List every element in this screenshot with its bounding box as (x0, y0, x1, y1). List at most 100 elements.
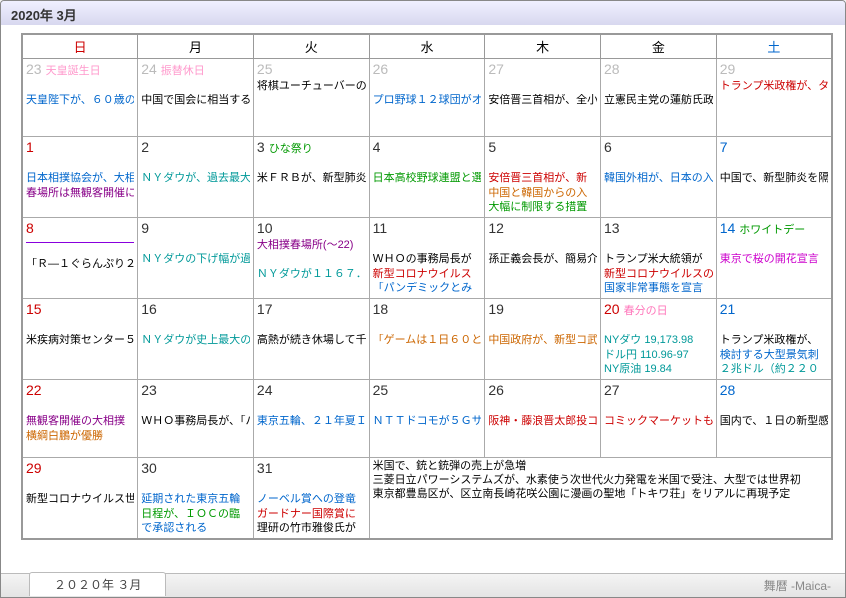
calendar-cell[interactable]: 24東京五輪、２１年夏ＩＯＣの安倍首相提 (253, 380, 369, 458)
event-text: 中国政府が、新型コ武漢市で、前日の新「ゼロ」だったと発 (488, 334, 597, 348)
calendar-cell[interactable]: 27コミックマーケットも夏の「コミックマー中止すると発表 (601, 380, 717, 458)
calendar-cell[interactable]: 25ＮＴＴドコモが５Ｇサービスを開始 (369, 380, 485, 458)
calendar-cell[interactable]: 27安倍晋三首相が、全小中学校と高校など一斉休校を求める異 (485, 59, 601, 137)
calendar-cell[interactable]: 20春分の日NYダウ 19,173.98ドル円 110.96-97NY原油 19… (601, 299, 717, 380)
calendar-cell[interactable]: 29新型コロナウイルス世界の死者数が、３ (22, 458, 138, 540)
event-text: 理研の竹市雅俊氏が (257, 522, 366, 536)
day-number: 23 (141, 382, 157, 400)
footer-cell: 米国で、銃と銃弾の売上が急増三菱日立パワーシステムズが、水素使う次世代火力発電を… (369, 458, 832, 540)
calendar-cell[interactable]: 29トランプ米政権が、タリバーンとの間で、駐留米軍を段階的に撤退させる合意にアフ (716, 59, 832, 137)
event-text: 孫正義会長が、簡易介護施設と開業医にマスクを１００万枚 (488, 253, 597, 267)
day-number: 27 (604, 382, 620, 400)
calendar-cell[interactable]: 13トランプ米大統領が新型コロナウイルスの国家非常事態を宣言 (601, 218, 717, 299)
calendar-window: 2020年 3月 日月火水木金土 23天皇誕生日天皇陛下が、６０歳の誕生日を迎え… (0, 0, 846, 598)
calendar-cell[interactable]: 3ひな祭り米ＦＲＢが、新型肺炎０．５％緊急利下げ (253, 137, 369, 218)
calendar-cell[interactable]: 7 中国で、新型肺炎を隔離していた６階建てホテルが突然倒壊 (716, 137, 832, 218)
month-tab[interactable]: ２０２０年 ３月 (29, 572, 166, 596)
day-number: 24 (257, 382, 273, 400)
day-number: 29 (720, 61, 736, 79)
calendar-wrap: 日月火水木金土 23天皇誕生日天皇陛下が、６０歳の誕生日を迎えられ24振替休日中… (1, 25, 845, 540)
weekday-header: 金 (601, 34, 717, 59)
day-number: 16 (141, 301, 157, 319)
holiday-name: 振替休日 (161, 65, 205, 77)
footer-line: 米国で、銃と銃弾の売上が急増 (373, 460, 828, 474)
event-text: 国家非常事態を宣言 (604, 282, 713, 296)
event-text: 東京で桜の開花宣言 (720, 253, 828, 267)
day-number: 22 (26, 382, 42, 400)
title-bar: 2020年 3月 (1, 1, 845, 25)
calendar-cell[interactable]: 8「Ｒ―１ぐらんぷり２野田クリスタルが初 (22, 218, 138, 299)
event-text: 日本相撲協会が、大相 (26, 172, 134, 186)
day-number: 10 (257, 220, 273, 238)
event-text: ＮＹダウが１１６７．前日の半値を戻す (257, 268, 366, 282)
calendar-cell[interactable]: 18「ゲームは１日６０という全国初の条例香川県議会で成立 (369, 299, 485, 380)
event-text: 延期された東京五輪 (141, 493, 250, 507)
calendar-cell[interactable]: 26 阪神・藤浪晋太郎投コロナウィルス検査陽性と診断された (485, 380, 601, 458)
calendar-cell[interactable]: 22 無観客開催の大相撲横綱白鵬が優勝 (22, 380, 138, 458)
day-number: 20 (604, 301, 620, 319)
day-number: 7 (720, 139, 728, 157)
calendar-cell[interactable]: 16 ＮＹダウが史上最大の下げ（２９９７． (138, 299, 254, 380)
day-number: 4 (373, 139, 381, 157)
event-text: トランプ米政権が、 (720, 334, 828, 348)
calendar-cell[interactable]: 24 振替休日中国で国会に相当する全人代の延期が正式 (138, 59, 254, 137)
footer-line: 東京都豊島区が、区立南長崎花咲公園に漫画の聖地「トキワ荘」をリアルに再現予定 (373, 488, 828, 502)
event-text: 日本高校野球連盟と選抜高校野球を無観 (373, 172, 482, 186)
calendar-cell[interactable]: 28国内で、１日の新型感染者数が、初めて２００人を超える (716, 380, 832, 458)
day-number: 26 (373, 61, 389, 79)
event-text: ＮＹダウが史上最大の下げ（２９９７． (141, 334, 250, 348)
calendar-cell[interactable]: 26 プロ野球１２球団がオープン戦の残り全て無観客で開催するこ (369, 59, 485, 137)
day-number: 29 (26, 460, 42, 478)
event-text: 春場所は無観客開催に決定 (26, 187, 134, 201)
calendar-cell[interactable]: 21トランプ米政権が、検討する大型景気刺２兆ドル（約２２０ (716, 299, 832, 380)
event-text: 米疾病対策センター５０人以上が参加すイベントの開催を中 (26, 334, 134, 348)
day-number: 15 (26, 301, 42, 319)
day-number: 12 (488, 220, 504, 238)
calendar-cell[interactable]: 5安倍晋三首相が、新中国と韓国からの入大幅に制限する措置 (485, 137, 601, 218)
calendar-cell[interactable]: 9ＮＹダウの下げ幅が過去最大を記録（２０、初めての「サー (138, 218, 254, 299)
event-text: 中国で国会に相当する全人代の延期が正式 (141, 94, 250, 108)
event-text: ＷＨＯの事務局長が (373, 253, 482, 267)
calendar-cell[interactable]: 6韓国外相が、日本の入国制限撤回を要求 (601, 137, 717, 218)
event-text: 日程が、ＩＯＣの臨 (141, 508, 250, 522)
app-brand: 舞暦 -Maica- (764, 577, 831, 594)
event-text: 阪神・藤浪晋太郎投コロナウィルス検査陽性と診断された (488, 415, 597, 429)
day-number: 8 (26, 220, 34, 238)
day-number: 6 (604, 139, 612, 157)
calendar-cell[interactable]: 23天皇誕生日天皇陛下が、６０歳の誕生日を迎えられ (22, 59, 138, 137)
calendar-table: 日月火水木金土 23天皇誕生日天皇陛下が、６０歳の誕生日を迎えられ24振替休日中… (21, 33, 833, 540)
calendar-cell[interactable]: 2ＮＹダウが、過去最大の上げ (138, 137, 254, 218)
status-bar: ２０２０年 ３月 舞暦 -Maica- (1, 573, 845, 597)
calendar-cell[interactable]: 15 米疾病対策センター５０人以上が参加すイベントの開催を中 (22, 299, 138, 380)
calendar-cell[interactable]: 25将棋ユーチューバーの折田翔吾さん（３０）棋士編入試験で合格プロ棋士になる (253, 59, 369, 137)
calendar-cell[interactable]: 30延期された東京五輪日程が、ＩＯＣの臨で承認される (138, 458, 254, 540)
calendar-cell[interactable]: 23ＷＨＯ事務局長が、「パンデミックは加速している」と述べ (138, 380, 254, 458)
calendar-cell[interactable]: 19中国政府が、新型コ武漢市で、前日の新「ゼロ」だったと発 (485, 299, 601, 380)
footer-line: 三菱日立パワーシステムズが、水素使う次世代火力発電を米国で受注、大型では世界初 (373, 474, 828, 488)
calendar-cell[interactable]: 1日本相撲協会が、大相春場所は無観客開催に決定 (22, 137, 138, 218)
event-text: 無観客開催の大相撲 (26, 415, 134, 429)
calendar-cell[interactable]: 31ノーベル賞への登竜ガードナー国際賞に理研の竹市雅俊氏が (253, 458, 369, 540)
day-number: 11 (373, 220, 388, 238)
calendar-cell[interactable]: 4 日本高校野球連盟と選抜高校野球を無観 (369, 137, 485, 218)
event-text: ＮＹダウが、過去最大の上げ (141, 172, 250, 186)
calendar-cell[interactable]: 14ホワイトデー東京で桜の開花宣言 (716, 218, 832, 299)
event-text: ＮＹダウの下げ幅が過去最大を記録（２０、初めての「サー (141, 253, 250, 267)
calendar-cell[interactable]: 28立憲民主党の蓮舫氏政府の小中高休校要請「すぐ撤回すべきだ (601, 59, 717, 137)
event-text: 中国で、新型肺炎を隔離していた６階建てホテルが突然倒壊 (720, 172, 828, 186)
calendar-cell[interactable]: 12 孫正義会長が、簡易介護施設と開業医にマスクを１００万枚 (485, 218, 601, 299)
day-number: 26 (488, 382, 504, 400)
event-text: ＮＴＴドコモが５Ｇサービスを開始 (373, 415, 482, 429)
calendar-cell[interactable]: 11ＷＨＯの事務局長が新型コロナウイルス「パンデミックとみ (369, 218, 485, 299)
calendar-cell[interactable]: 17高熱が続き休場して千代丸は「陰性」と日本相撲協会が発表 (253, 299, 369, 380)
day-number: 24 (141, 61, 157, 79)
event-text: ドル円 110.96-97 (604, 349, 713, 363)
calendar-cell[interactable]: 10大相撲春場所(～22) ＮＹダウが１１６７．前日の半値を戻す (253, 218, 369, 299)
event-text: 高熱が続き休場して千代丸は「陰性」と日本相撲協会が発表 (257, 334, 366, 348)
weekday-header: 日 (22, 34, 138, 59)
event-text: プロ野球１２球団がオープン戦の残り全て無観客で開催するこ (373, 94, 482, 108)
event-text: 安倍晋三首相が、全小中学校と高校など一斉休校を求める異 (488, 94, 597, 108)
day-number: 25 (257, 61, 273, 79)
event-text: 横綱白鵬が優勝 (26, 430, 134, 444)
event-text: 検討する大型景気刺 (720, 349, 828, 363)
